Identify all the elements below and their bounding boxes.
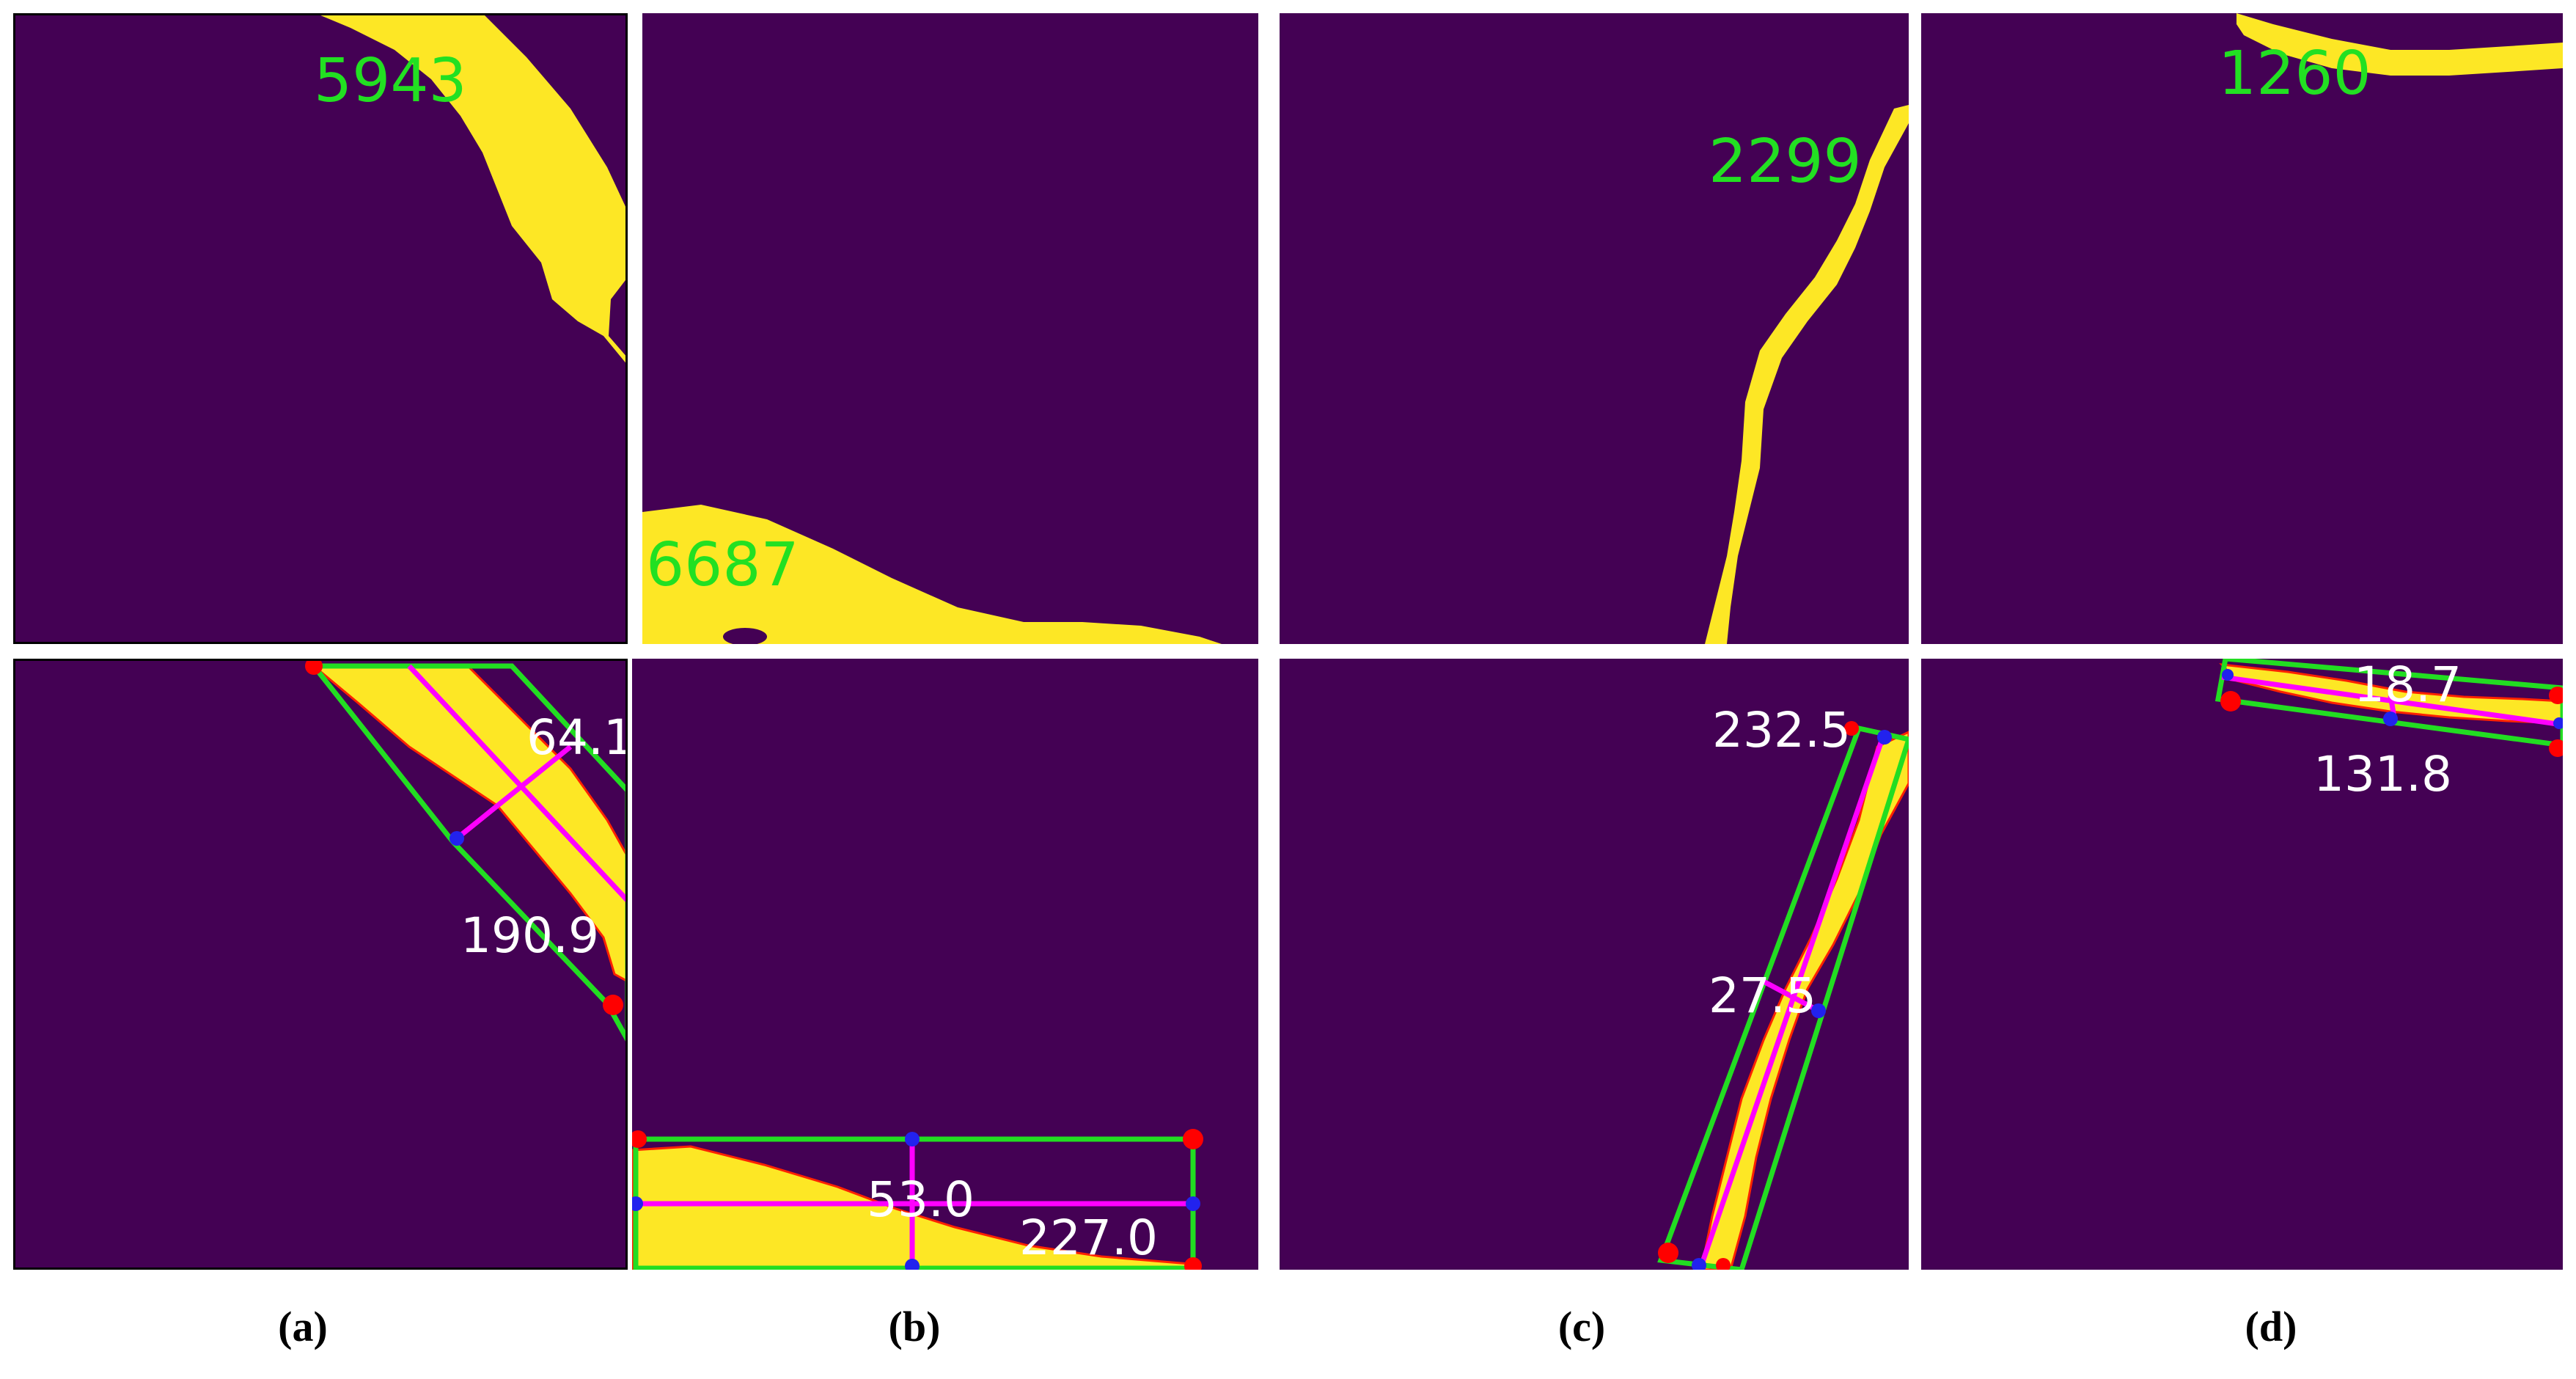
midpoint [1186,1196,1200,1211]
corner-point [305,659,323,675]
bounding-rectangle [2214,659,2563,748]
midpoint [2383,712,2398,726]
panel-c-bottom-image: 232.5 27.5 [1280,659,1909,1270]
width-measure-label: 53.0 [867,1171,975,1228]
corner-point [1184,1257,1202,1270]
panel-c-top-image: 2299 [1280,13,1909,644]
corner-point [2220,691,2241,712]
midpoint [2553,717,2563,729]
midpoint [2222,669,2234,681]
segmented-region [315,13,628,365]
panel-a-bottom-image: 64.1 190.9 [13,659,628,1270]
length-measure-label: 227.0 [1019,1210,1158,1266]
segmented-region [632,1145,1191,1270]
midpoint [449,831,464,846]
width-measure-label: 27.5 [1709,968,1816,1024]
midpoint [632,1196,643,1211]
image-background [1921,13,2563,644]
region-count-label: 1260 [2218,39,2371,109]
segmented-region [2219,663,2563,725]
width-axis [455,745,573,841]
width-axis [1762,979,1820,1014]
corner-point [1716,1258,1731,1270]
panel-a-caption: (a) [278,1303,328,1350]
segmented-region [2236,13,2563,76]
width-measure-label: 64.1 [526,709,628,766]
width-measure-label: 18.7 [2354,659,2462,713]
length-measure-label: 190.9 [460,907,599,964]
corner-point [1183,1129,1203,1149]
length-axis [407,664,628,903]
region-count-label: 2299 [1709,127,1862,197]
corner-point [632,1130,647,1148]
panel-d-caption: (d) [2245,1303,2297,1350]
midpoint [905,1259,920,1270]
corner-point [1658,1243,1678,1263]
image-background [1921,659,2563,1270]
panel-c-caption: (c) [1557,1303,1606,1350]
panel-d-bottom-image: 18.7 131.8 [1921,659,2563,1270]
segmented-region [642,505,1222,644]
region-count-label: 6687 [646,530,799,600]
bounding-rectangle [1657,725,1909,1270]
panel-d-top-image: 1260 [1921,13,2563,644]
corner-point [2549,739,2563,757]
panel-b-caption: (b) [888,1303,941,1350]
region-count-label: 5943 [314,46,467,116]
midpoint [1877,730,1892,745]
panel-a-top-image: 5943 [13,13,628,644]
length-measure-label: 232.5 [1712,702,1851,758]
corner-point [1844,721,1859,736]
midpoint [905,1132,920,1146]
corner-point [603,995,623,1015]
length-measure-label: 131.8 [2313,746,2452,802]
segmented-region [1705,105,1909,644]
image-background [1280,13,1909,644]
panel-b-top-image: 6687 [642,13,1258,644]
panel-b-bottom-image: 53.0 227.0 [632,659,1258,1270]
corner-point [2549,687,2563,704]
midpoint [1692,1258,1706,1270]
midpoint [1811,1003,1826,1018]
